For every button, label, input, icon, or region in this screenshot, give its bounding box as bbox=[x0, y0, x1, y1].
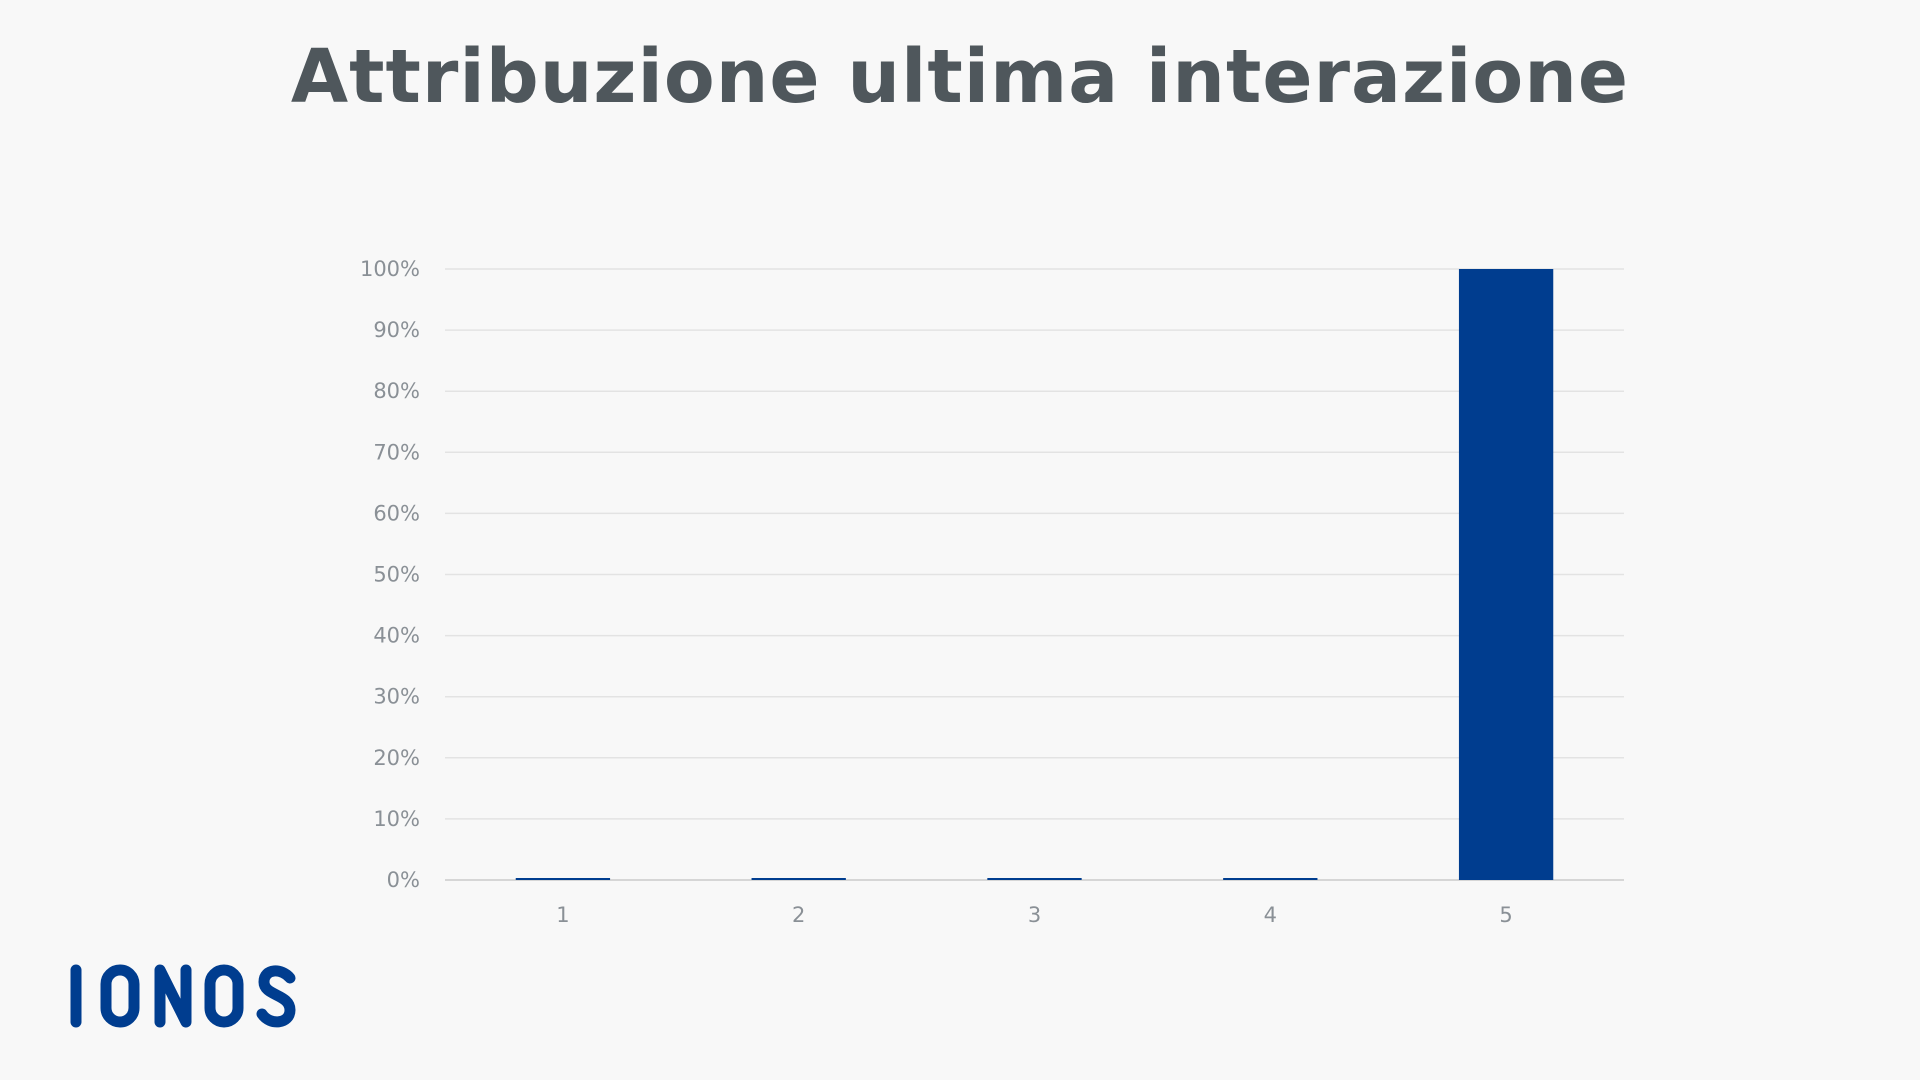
y-tick-label: 50% bbox=[373, 563, 420, 587]
x-tick-label: 5 bbox=[1499, 903, 1512, 927]
bar-5 bbox=[1458, 269, 1554, 880]
x-tick-label: 2 bbox=[792, 903, 805, 927]
bar-1 bbox=[515, 878, 611, 880]
x-tick-label: 3 bbox=[1028, 903, 1041, 927]
y-tick-label: 20% bbox=[373, 746, 420, 770]
y-tick-label: 100% bbox=[360, 257, 420, 281]
grid-lines bbox=[445, 268, 1624, 881]
y-tick-label: 40% bbox=[373, 624, 420, 648]
y-tick-label: 60% bbox=[373, 501, 420, 525]
chart-title: Attribuzione ultima interazione bbox=[290, 34, 1630, 120]
y-tick-label: 10% bbox=[373, 807, 420, 831]
x-axis-ticks: 1 2 3 4 5 bbox=[556, 903, 1513, 927]
x-tick-label: 1 bbox=[556, 903, 569, 927]
bar-3 bbox=[987, 878, 1082, 880]
y-tick-label: 0% bbox=[387, 868, 420, 892]
x-tick-label: 4 bbox=[1264, 903, 1277, 927]
y-tick-label: 30% bbox=[373, 685, 420, 709]
y-axis-ticks: 0% 10% 20% 30% 40% 50% 60% 70% 80% 90% 100% bbox=[360, 257, 420, 892]
bar-2 bbox=[751, 878, 846, 880]
bars bbox=[515, 269, 1554, 880]
y-tick-label: 80% bbox=[373, 379, 420, 403]
bar-4 bbox=[1223, 878, 1318, 880]
y-tick-label: 70% bbox=[373, 440, 420, 464]
ionos-logo bbox=[70, 964, 296, 1028]
y-tick-label: 90% bbox=[373, 318, 420, 342]
